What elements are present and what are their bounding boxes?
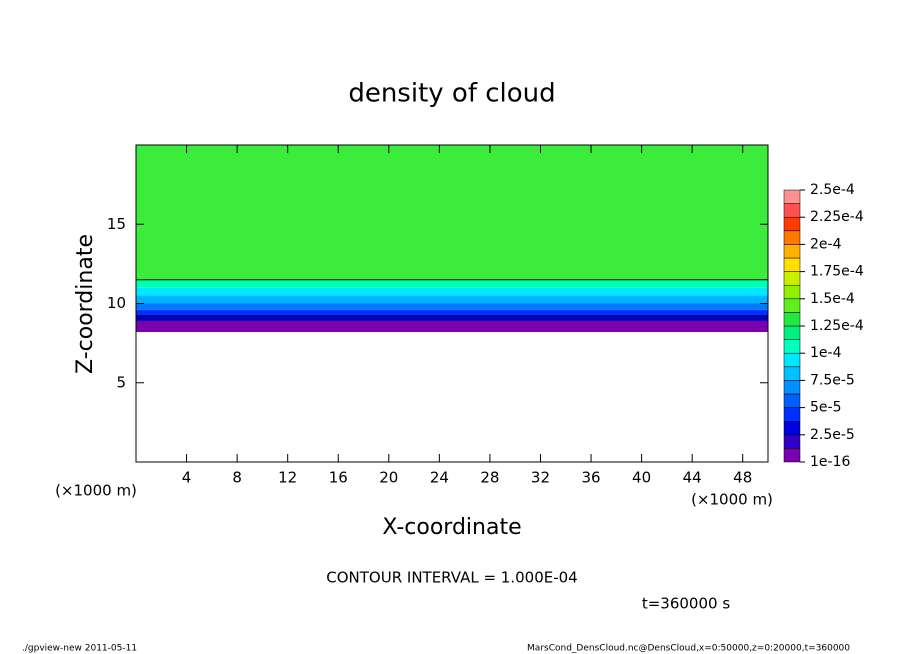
x-tick-label: 16: [329, 469, 348, 487]
colorbar-box: [783, 393, 801, 408]
colorbar-label: 1e-4: [810, 345, 842, 361]
colorbar-box: [783, 339, 801, 354]
colorbar-box: [783, 352, 801, 368]
colorbar-label: 7.5e-5: [810, 372, 855, 388]
footer-left: ./gpview-new 2011-05-11: [22, 644, 137, 654]
colorbar-box: [783, 380, 801, 395]
x-tick-label: 28: [480, 469, 499, 487]
colorbar-box: [783, 284, 801, 300]
colorbar-label: 2e-4: [810, 236, 842, 252]
field-layer: [136, 320, 768, 333]
colorbar-label: 2.25e-4: [810, 209, 864, 225]
x-tick-label: 32: [531, 469, 550, 487]
footer-right: MarsCond_DensCloud.nc@DensCloud,x=0:5000…: [527, 644, 850, 654]
colorbar-label: 1.5e-4: [810, 291, 855, 307]
colorbar-label: 1e-16: [810, 454, 850, 470]
x-tick-label: 40: [632, 469, 651, 487]
field-layer: [136, 287, 768, 296]
colorbar-box: [783, 366, 801, 381]
y-axis-label: Z-coordinate: [73, 234, 98, 374]
colorbar-box: [783, 312, 801, 327]
y-tick-label: 10: [107, 294, 126, 312]
colorbar-label: 2.5e-4: [810, 182, 855, 198]
colorbar-box: [783, 407, 801, 422]
y-tick-label: 5: [116, 373, 126, 391]
y-tick-label: 15: [107, 215, 126, 233]
time-label: t=360000 s: [642, 595, 730, 613]
x-tick-label: 24: [430, 469, 449, 487]
contour-interval: CONTOUR INTERVAL = 1.000E-04: [326, 569, 577, 587]
field-layer: [136, 314, 768, 321]
colorbar-box: [783, 257, 801, 272]
x-tick-label: 48: [733, 469, 752, 487]
colorbar-box: [783, 244, 801, 259]
colorbar-box: [783, 434, 801, 449]
colorbar-label: 1.75e-4: [810, 264, 864, 280]
x-tick-label: 20: [379, 469, 398, 487]
x-unit-label: (×1000 m): [691, 491, 773, 509]
colorbar-box: [783, 448, 801, 463]
colorbar-label: 1.25e-4: [810, 318, 864, 334]
field-layer: [136, 145, 768, 280]
colorbar-box: [783, 230, 801, 245]
x-tick-label: 44: [683, 469, 702, 487]
colorbar-box: [783, 216, 801, 232]
x-axis-label: X-coordinate: [382, 515, 521, 540]
x-tick-label: 12: [278, 469, 297, 487]
field-layer: [136, 303, 768, 310]
chart-title: density of cloud: [348, 79, 555, 109]
colorbar-box: [783, 271, 801, 286]
colorbar-box: [783, 298, 801, 313]
colorbar-label: 5e-5: [810, 400, 841, 416]
colorbar-box: [783, 420, 801, 436]
colorbar-box: [783, 189, 801, 204]
field-layer: [136, 295, 768, 304]
field-layer: [136, 279, 768, 288]
field-layer: [136, 309, 768, 315]
colorbar-box: [783, 203, 801, 218]
x-tick-label: 8: [232, 469, 242, 487]
colorbar-box: [783, 325, 801, 340]
x-tick-label: 4: [182, 469, 192, 487]
x-tick-label: 36: [581, 469, 600, 487]
colorbar-label: 2.5e-5: [810, 427, 855, 443]
y-unit-label: (×1000 m): [55, 482, 137, 500]
